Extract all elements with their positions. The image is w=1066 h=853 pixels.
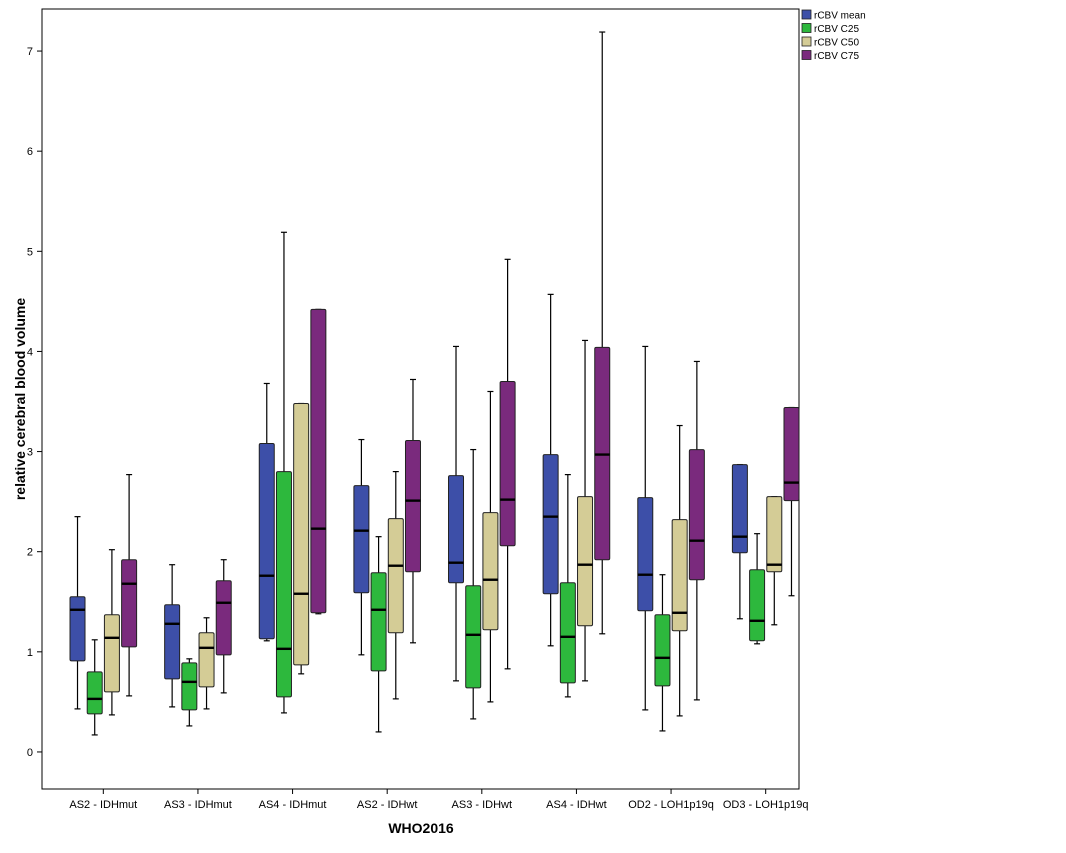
box-iqr [542, 454, 559, 595]
box-iqr [499, 380, 516, 547]
box-iqr [103, 614, 120, 693]
box-rcbv-c25 [370, 536, 387, 733]
legend-label: rCBV C25 [814, 24, 859, 35]
box-rcbv-c75 [310, 308, 327, 615]
box-rcbv-c25 [86, 639, 103, 736]
box-iqr [164, 604, 181, 680]
y-tick-label: 3 [27, 447, 33, 459]
box-iqr [86, 671, 103, 715]
box-rcbv-c25 [465, 448, 482, 720]
legend-swatch [801, 36, 812, 47]
x-tick-label: AS4 - IDHwt [546, 799, 607, 811]
x-axis-title: WHO2016 [388, 820, 454, 836]
box-iqr [637, 497, 654, 612]
box-iqr [465, 585, 482, 689]
box-rcbv-c25 [559, 473, 576, 698]
box-iqr [671, 519, 688, 632]
legend-label: rCBV C75 [814, 51, 859, 62]
box-rcbv-c75 [215, 559, 232, 694]
box-iqr [448, 475, 465, 584]
box-iqr [293, 403, 310, 666]
box-iqr [275, 471, 292, 698]
box-iqr [766, 496, 783, 573]
box-iqr [559, 582, 576, 684]
box-rcbv-mean [542, 293, 559, 647]
box-iqr [181, 662, 198, 711]
box-rcbv-c50 [387, 470, 404, 700]
x-tick-label: AS4 - IDHmut [259, 799, 327, 811]
y-tick-label: 2 [27, 547, 33, 559]
box-rcbv-c75 [404, 378, 421, 644]
legend-label: rCBV C50 [814, 38, 859, 49]
x-tick-label: AS3 - IDHmut [164, 799, 232, 811]
y-tick-label: 0 [27, 747, 33, 759]
box-iqr [258, 443, 275, 640]
box-rcbv-c50 [293, 402, 310, 675]
y-tick-label: 7 [27, 46, 33, 58]
box-rcbv-mean [637, 345, 654, 711]
box-rcbv-c75 [594, 31, 611, 635]
x-axis-ticks: AS2 - IDHmut AS3 - IDHmut AS4 - IDHmut AS2 … [69, 789, 808, 811]
box-rcbv-c50 [577, 339, 594, 682]
y-tick-label: 5 [27, 246, 33, 258]
box-iqr [482, 512, 499, 631]
box-iqr [310, 308, 327, 614]
box-rcbv-c25 [749, 533, 766, 645]
y-tick-label: 6 [27, 146, 33, 158]
box-iqr [577, 496, 594, 627]
box-rcbv-c50 [671, 424, 688, 717]
box-rcbv-c75 [783, 406, 800, 597]
box-rcbv-c25 [654, 574, 671, 732]
box-iqr [215, 580, 232, 656]
box-iqr [370, 572, 387, 672]
box-rcbv-c50 [198, 617, 215, 710]
box-iqr [654, 614, 671, 687]
legend-swatch [801, 50, 812, 60]
box-iqr [121, 559, 138, 648]
box-rcbv-c50 [766, 496, 783, 626]
x-tick-label: AS3 - IDHwt [452, 799, 513, 811]
y-tick-label: 4 [27, 346, 33, 358]
box-iqr [404, 440, 421, 573]
box-iqr [387, 518, 404, 634]
legend-label: rCBV mean [814, 11, 866, 22]
box-rcbv-mean [731, 463, 748, 620]
box-rcbv-mean [164, 564, 181, 708]
x-tick-label: OD2 - LOH1p19q [628, 799, 714, 811]
box-rcbv-c50 [103, 549, 120, 716]
legend: rCBV mean rCBV C25 rCBV C50 rCBV C75 [801, 9, 866, 62]
box-rcbv-mean [258, 382, 275, 642]
y-axis-title: relative cerebral blood volume [12, 298, 28, 501]
box-rcbv-mean [69, 516, 86, 710]
box-rcbv-c25 [275, 231, 292, 714]
box-groups [69, 31, 800, 736]
box-iqr [749, 569, 766, 642]
box-rcbv-mean [448, 345, 465, 682]
box-iqr [198, 632, 215, 688]
y-tick-label: 1 [27, 647, 33, 659]
box-rcbv-c75 [121, 473, 138, 697]
legend-swatch [801, 23, 812, 33]
box-iqr [731, 464, 748, 554]
plot-frame [41, 8, 800, 790]
box-rcbv-c25 [181, 658, 198, 727]
box-iqr [783, 407, 800, 502]
box-rcbv-c75 [499, 258, 516, 670]
x-tick-label: AS2 - IDHwt [357, 799, 418, 811]
legend-swatch [801, 9, 812, 20]
y-axis-ticks: 0 1 2 3 4 5 6 7 [27, 46, 42, 759]
x-tick-label: OD3 - LOH1p19q [723, 799, 809, 811]
box-iqr [688, 449, 705, 581]
box-rcbv-c50 [482, 390, 499, 703]
box-iqr [353, 485, 370, 594]
box-rcbv-c75 [688, 360, 705, 701]
box-iqr [69, 596, 86, 662]
x-tick-label: AS2 - IDHmut [69, 799, 137, 811]
box-rcbv-mean [353, 438, 370, 656]
